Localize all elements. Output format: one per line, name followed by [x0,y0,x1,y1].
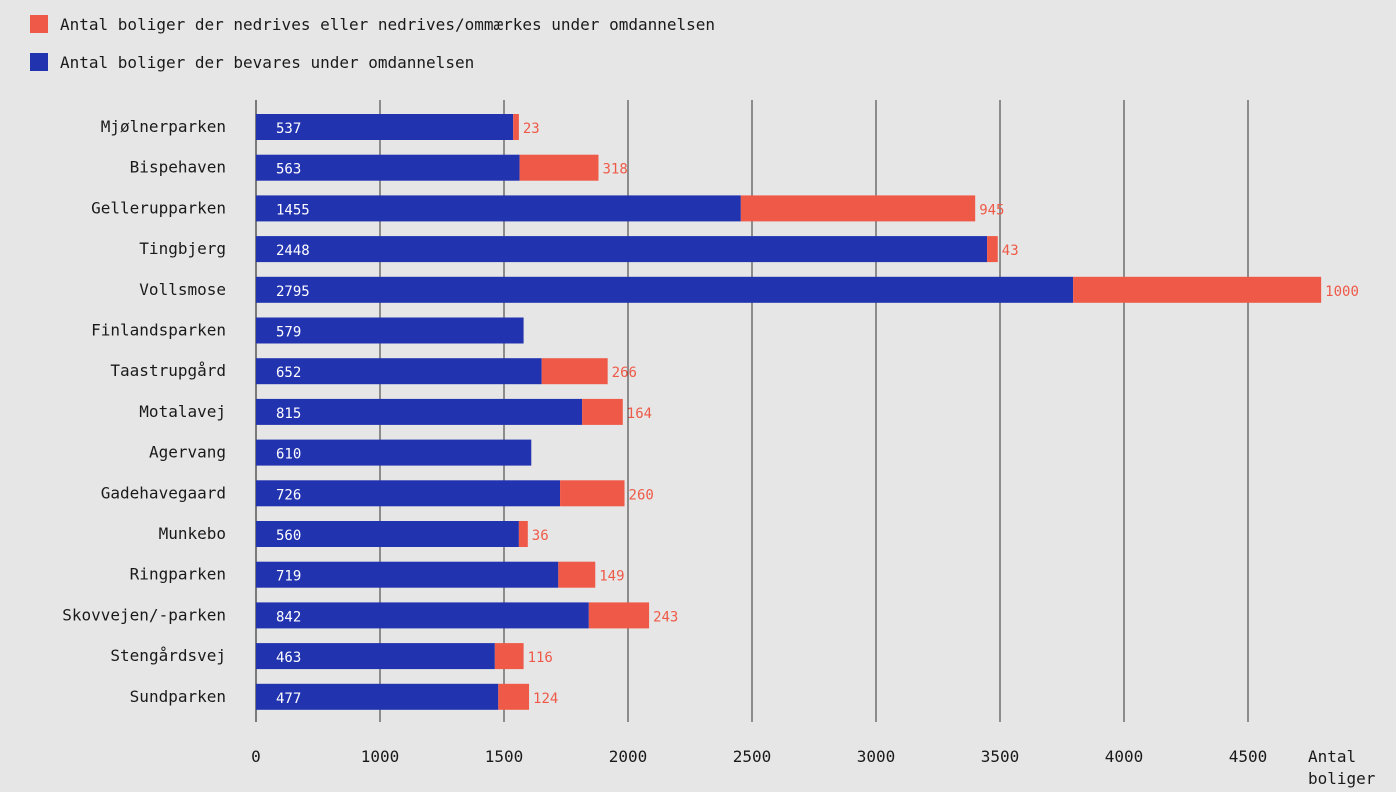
bar-demolished [513,114,519,140]
bar-demolished [588,602,650,629]
category-label: Stengårdsvej [110,646,226,665]
category-label: Gellerupparken [91,198,226,217]
value-label-demolished: 36 [532,528,549,544]
bar-demolished [519,154,599,181]
x-tick-label: 0 [251,747,261,766]
value-label-preserved: 579 [276,325,301,341]
bar-preserved [256,521,519,547]
value-label-demolished: 260 [629,487,654,503]
category-label: Munkebo [159,524,226,543]
category-label: Mjølnerparken [101,117,226,136]
value-label-demolished: 318 [602,162,627,178]
bar-preserved [256,561,559,588]
bar-preserved [256,236,988,263]
x-tick-label: 1500 [485,747,524,766]
chart-legend: Antal boliger der nedrives eller nedrive… [30,12,715,88]
value-label-demolished: 945 [979,202,1004,218]
value-label-preserved: 610 [276,447,301,463]
value-label-demolished: 23 [523,121,540,137]
x-axis-title-line-2: boliger [1308,769,1376,788]
value-label-preserved: 726 [276,487,301,503]
x-tick-label: 2500 [733,747,772,766]
bar-preserved [256,154,520,181]
value-label-demolished: 243 [653,609,678,625]
bar-preserved [256,195,741,222]
value-label-preserved: 1455 [276,202,310,218]
category-label: Vollsmose [139,280,226,299]
value-label-demolished: 149 [599,569,624,585]
legend-label-demolished: Antal boliger der nedrives eller nedrive… [60,14,716,34]
value-label-preserved: 652 [276,365,301,381]
category-label: Motalavej [139,402,226,421]
bar-preserved [256,358,542,385]
x-axis-title-line-1: Antal [1308,747,1356,766]
bar-demolished [498,683,530,710]
category-label: Taastrupgård [110,361,226,380]
value-label-preserved: 477 [276,691,301,707]
value-label-demolished: 116 [528,650,553,666]
value-label-preserved: 719 [276,569,301,585]
legend-label-preserved: Antal boliger der bevares under omdannel… [60,52,475,72]
x-tick-label: 4000 [1105,747,1144,766]
value-label-preserved: 563 [276,162,301,178]
value-label-preserved: 560 [276,528,301,544]
category-label: Sundparken [130,687,226,706]
value-label-preserved: 463 [276,650,301,666]
bar-preserved [256,643,495,670]
x-tick-label: 2000 [609,747,648,766]
bar-demolished [558,561,596,588]
value-label-demolished: 164 [627,406,652,422]
value-label-preserved: 815 [276,406,301,422]
bar-preserved [256,317,524,344]
legend-swatch-preserved [30,53,48,71]
bar-preserved [256,683,499,710]
bar-demolished [740,195,976,222]
value-label-demolished: 1000 [1325,284,1359,300]
bar-demolished [582,398,623,425]
bar-preserved [256,398,583,425]
x-tick-label: 3000 [857,747,896,766]
value-label-demolished: 43 [1002,243,1019,259]
bar-demolished [494,643,524,670]
category-label: Skovvejen/-parken [62,605,226,624]
bar-preserved [256,439,532,466]
x-tick-label: 3500 [981,747,1020,766]
bar-preserved [256,480,561,507]
category-label: Agervang [149,443,226,462]
legend-swatch-demolished [30,15,48,33]
category-label: Gadehavegaard [101,483,226,502]
value-label-demolished: 124 [533,691,558,707]
x-tick-label: 1000 [361,747,400,766]
bar-demolished [1073,276,1322,303]
value-label-preserved: 842 [276,609,301,625]
value-label-demolished: 266 [612,365,637,381]
bar-preserved [256,114,514,140]
legend-item-demolished: Antal boliger der nedrives eller nedrive… [30,12,715,36]
bar-demolished [518,521,528,547]
bar-demolished [560,480,625,507]
legend-item-preserved: Antal boliger der bevares under omdannel… [30,50,715,74]
category-label: Tingbjerg [139,239,226,258]
bar-preserved [256,276,1074,303]
value-label-preserved: 2448 [276,243,310,259]
category-label: Bispehaven [130,158,226,177]
bar-demolished [987,236,998,263]
category-label: Ringparken [130,565,226,584]
category-label: Finlandsparken [91,321,226,340]
bar-preserved [256,602,589,629]
value-label-preserved: 2795 [276,284,310,300]
bar-demolished [541,358,608,385]
value-label-preserved: 537 [276,121,301,137]
x-tick-label: 4500 [1229,747,1268,766]
